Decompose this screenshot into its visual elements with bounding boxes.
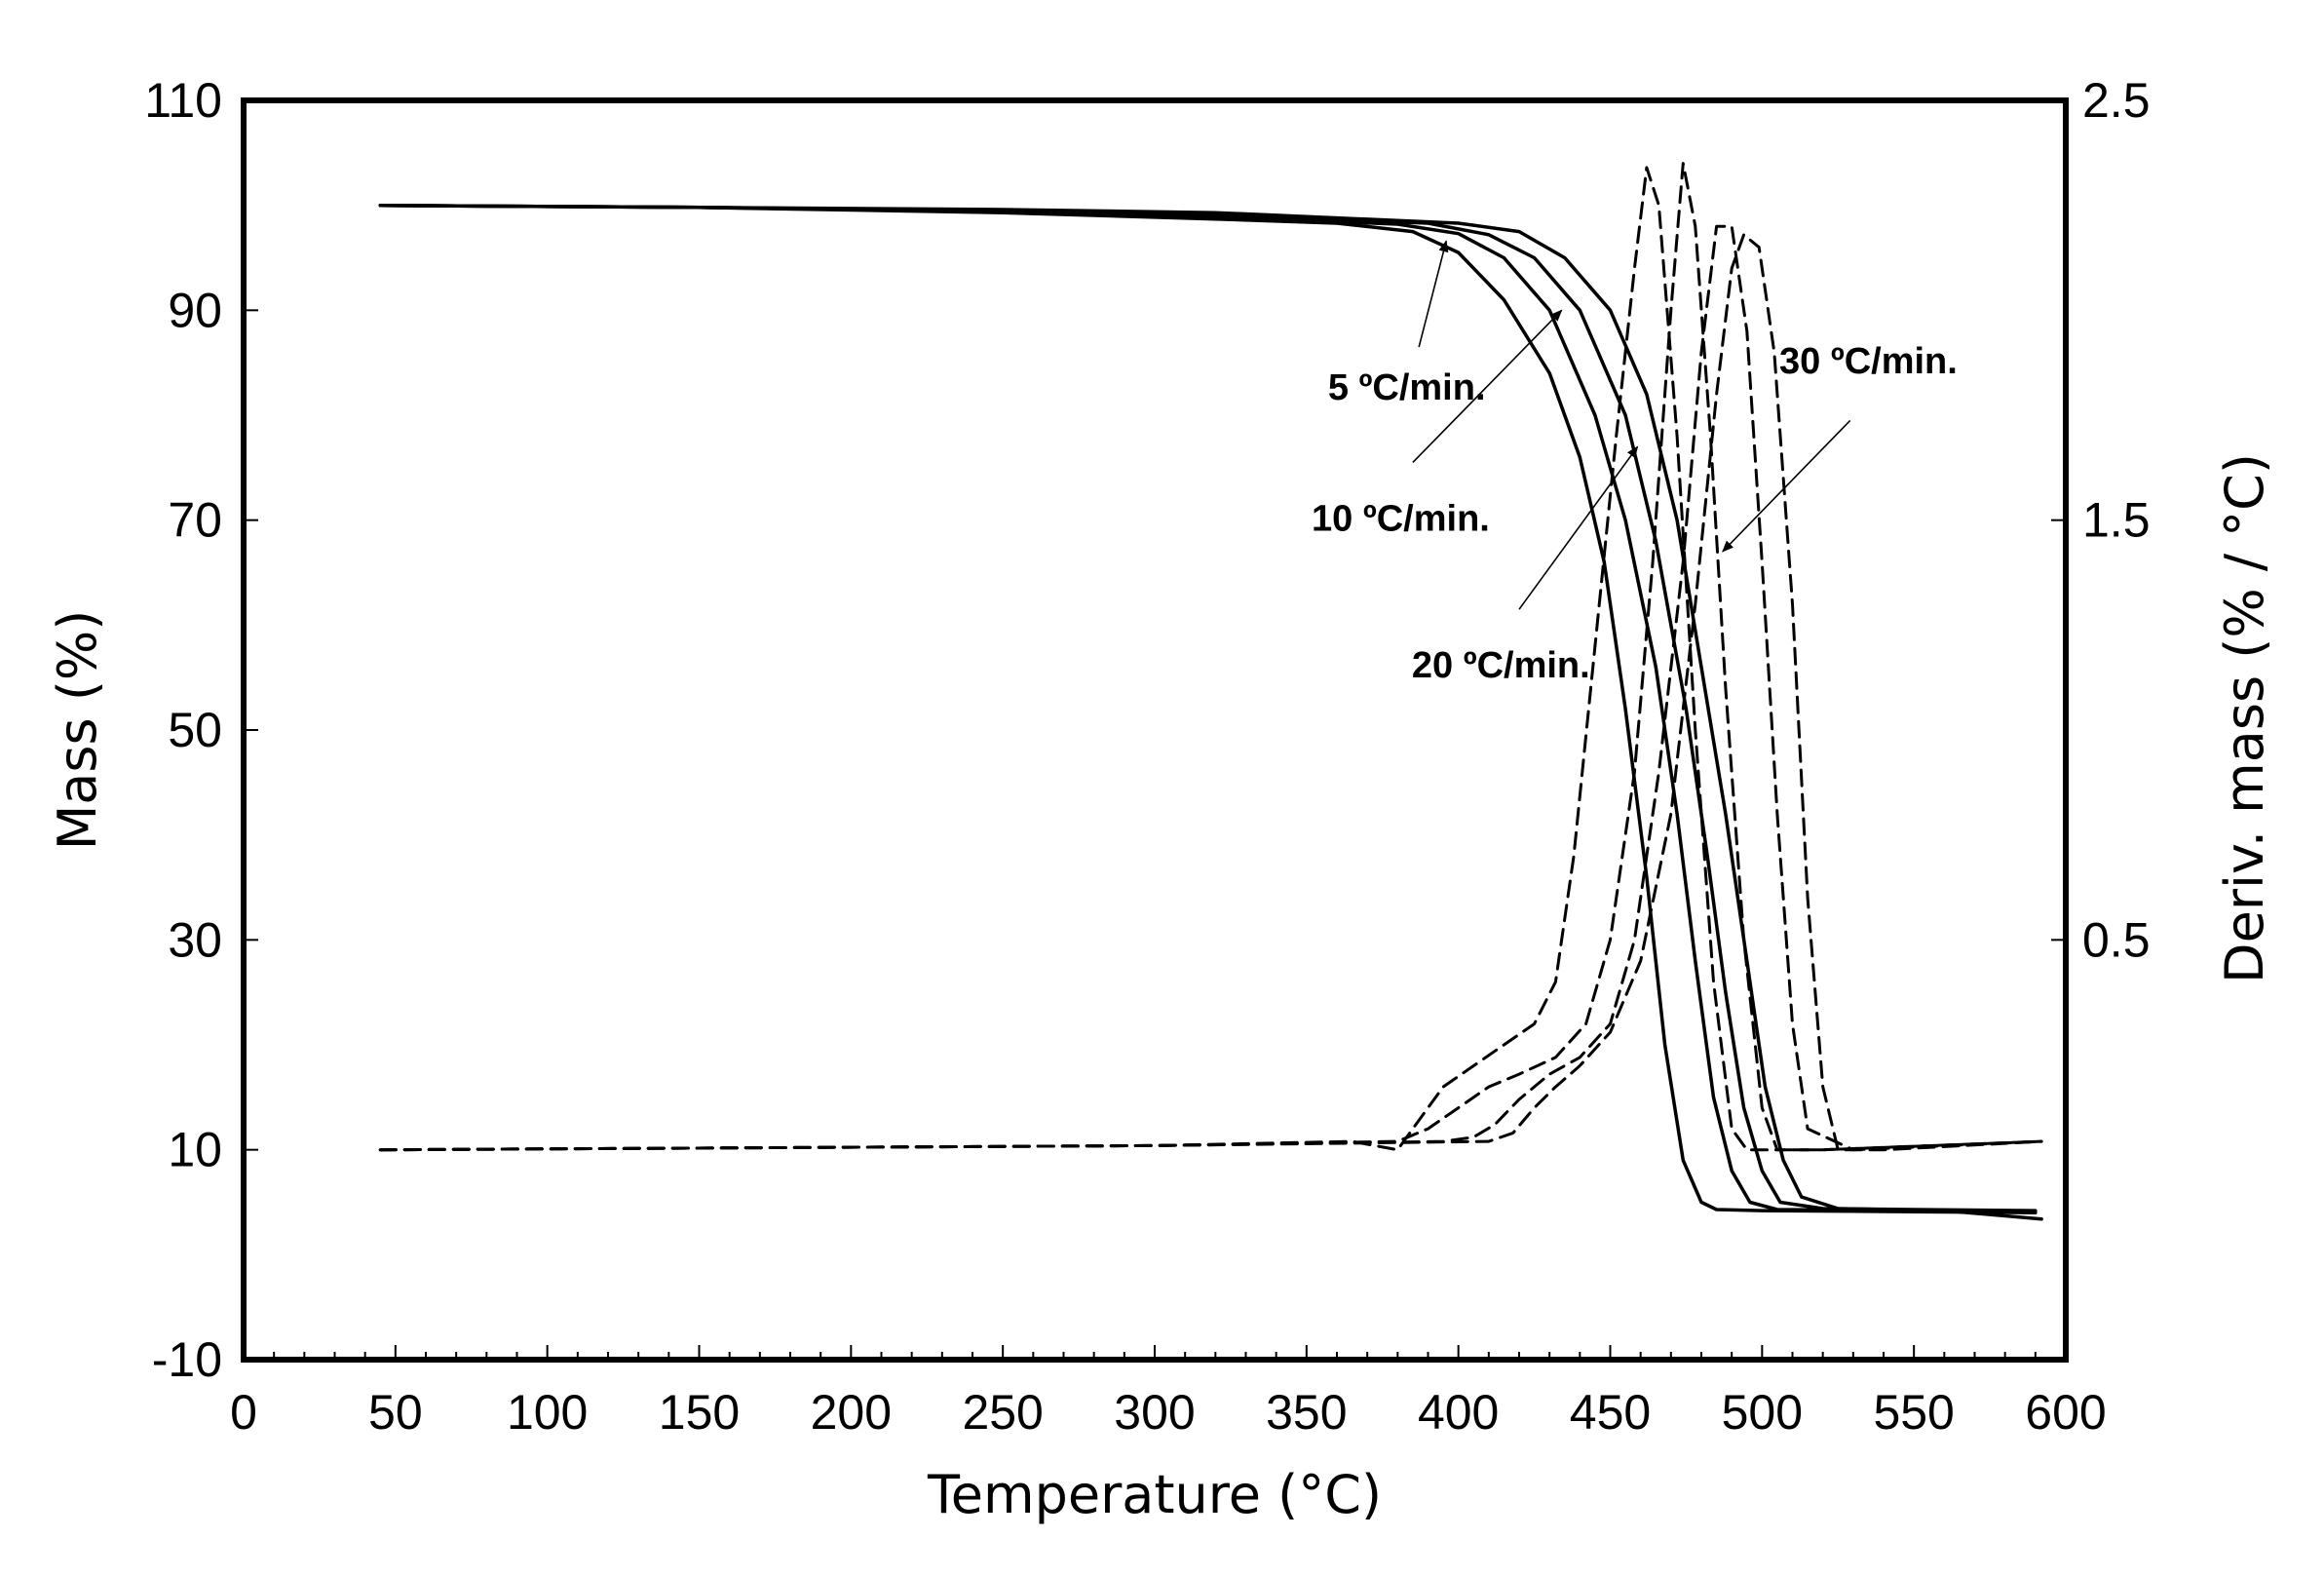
- y2-tick-label: 0.5: [2082, 912, 2151, 967]
- y-axis-ticks: -10 10 30 50 70 90 110: [144, 73, 258, 1387]
- y-tick-label: 50: [168, 703, 222, 757]
- mass-line: Mass 30 °C/min.: [378, 203, 2043, 1221]
- annotation-label: 30 ºC/min.: [1779, 341, 1958, 382]
- x-axis-ticks: 0 50 100 150 200 250 300 350 400 450 500 550 600: [230, 1345, 2107, 1440]
- x-tick-label: 200: [811, 1385, 892, 1440]
- y2-axis-ticks: 0.5 1.5 2.5: [2051, 73, 2151, 967]
- annotation-arrow: [1412, 309, 1563, 464]
- y-tick-label: -10: [152, 1332, 222, 1387]
- mass-line: Mass 20 °C/min.: [378, 203, 2038, 1212]
- x-tick-label: 0: [230, 1385, 257, 1440]
- x-tick-label: 150: [659, 1385, 740, 1440]
- x-tick-label: 450: [1570, 1385, 1651, 1440]
- annotation-label: 20 ºC/min.: [1412, 645, 1590, 686]
- annotation-layer: 5 ºC/min. 10 ºC/min. 20 ºC/min. 30 ºC/min.: [1312, 240, 1958, 686]
- annotation-arrow: [1418, 240, 1449, 348]
- deriv-mass-line: Deriv. mass 30 °C/min.: [378, 233, 2043, 1152]
- y-tick-label: 10: [168, 1123, 222, 1177]
- deriv-mass-line: Deriv. mass 10 °C/min.: [378, 162, 2043, 1152]
- x-tick-label: 250: [962, 1385, 1043, 1440]
- deriv-mass-line: Deriv. mass 5 °C/min.: [378, 166, 2043, 1152]
- x-axis-title: Temperature (°C): [927, 1464, 1382, 1525]
- series-layer: Mass 5 °C/min.Mass 10 °C/min.Mass 20 °C/…: [378, 162, 2043, 1221]
- annotation-arrow: [1518, 445, 1639, 610]
- x-tick-label: 400: [1418, 1385, 1499, 1440]
- x-tick-label: 50: [368, 1385, 423, 1440]
- y-tick-label: 90: [168, 283, 222, 337]
- y-tick-label: 70: [168, 493, 222, 548]
- x-tick-label: 350: [1266, 1385, 1347, 1440]
- y2-tick-label: 2.5: [2082, 73, 2151, 128]
- plot-frame: [241, 97, 2069, 1363]
- annotation-arrow: [1722, 419, 1851, 553]
- annotation-label: 10 ºC/min.: [1312, 498, 1490, 539]
- y2-axis-title: Deriv. mass (% / °C): [2214, 453, 2275, 983]
- y-axis-title: Mass (%): [47, 610, 108, 851]
- x-tick-label: 600: [2025, 1385, 2106, 1440]
- mass-line: Mass 10 °C/min.: [378, 203, 2038, 1213]
- x-tick-label: 500: [1722, 1385, 1803, 1440]
- y2-tick-label: 1.5: [2082, 493, 2151, 548]
- deriv-mass-line: Deriv. mass 20 °C/min.: [378, 224, 2043, 1152]
- annotation-label: 5 ºC/min.: [1328, 367, 1486, 408]
- y-tick-label: 110: [144, 73, 222, 128]
- x-tick-label: 300: [1114, 1385, 1195, 1440]
- y-tick-label: 30: [168, 912, 222, 967]
- x-tick-label: 550: [1873, 1385, 1954, 1440]
- x-tick-label: 100: [507, 1385, 588, 1440]
